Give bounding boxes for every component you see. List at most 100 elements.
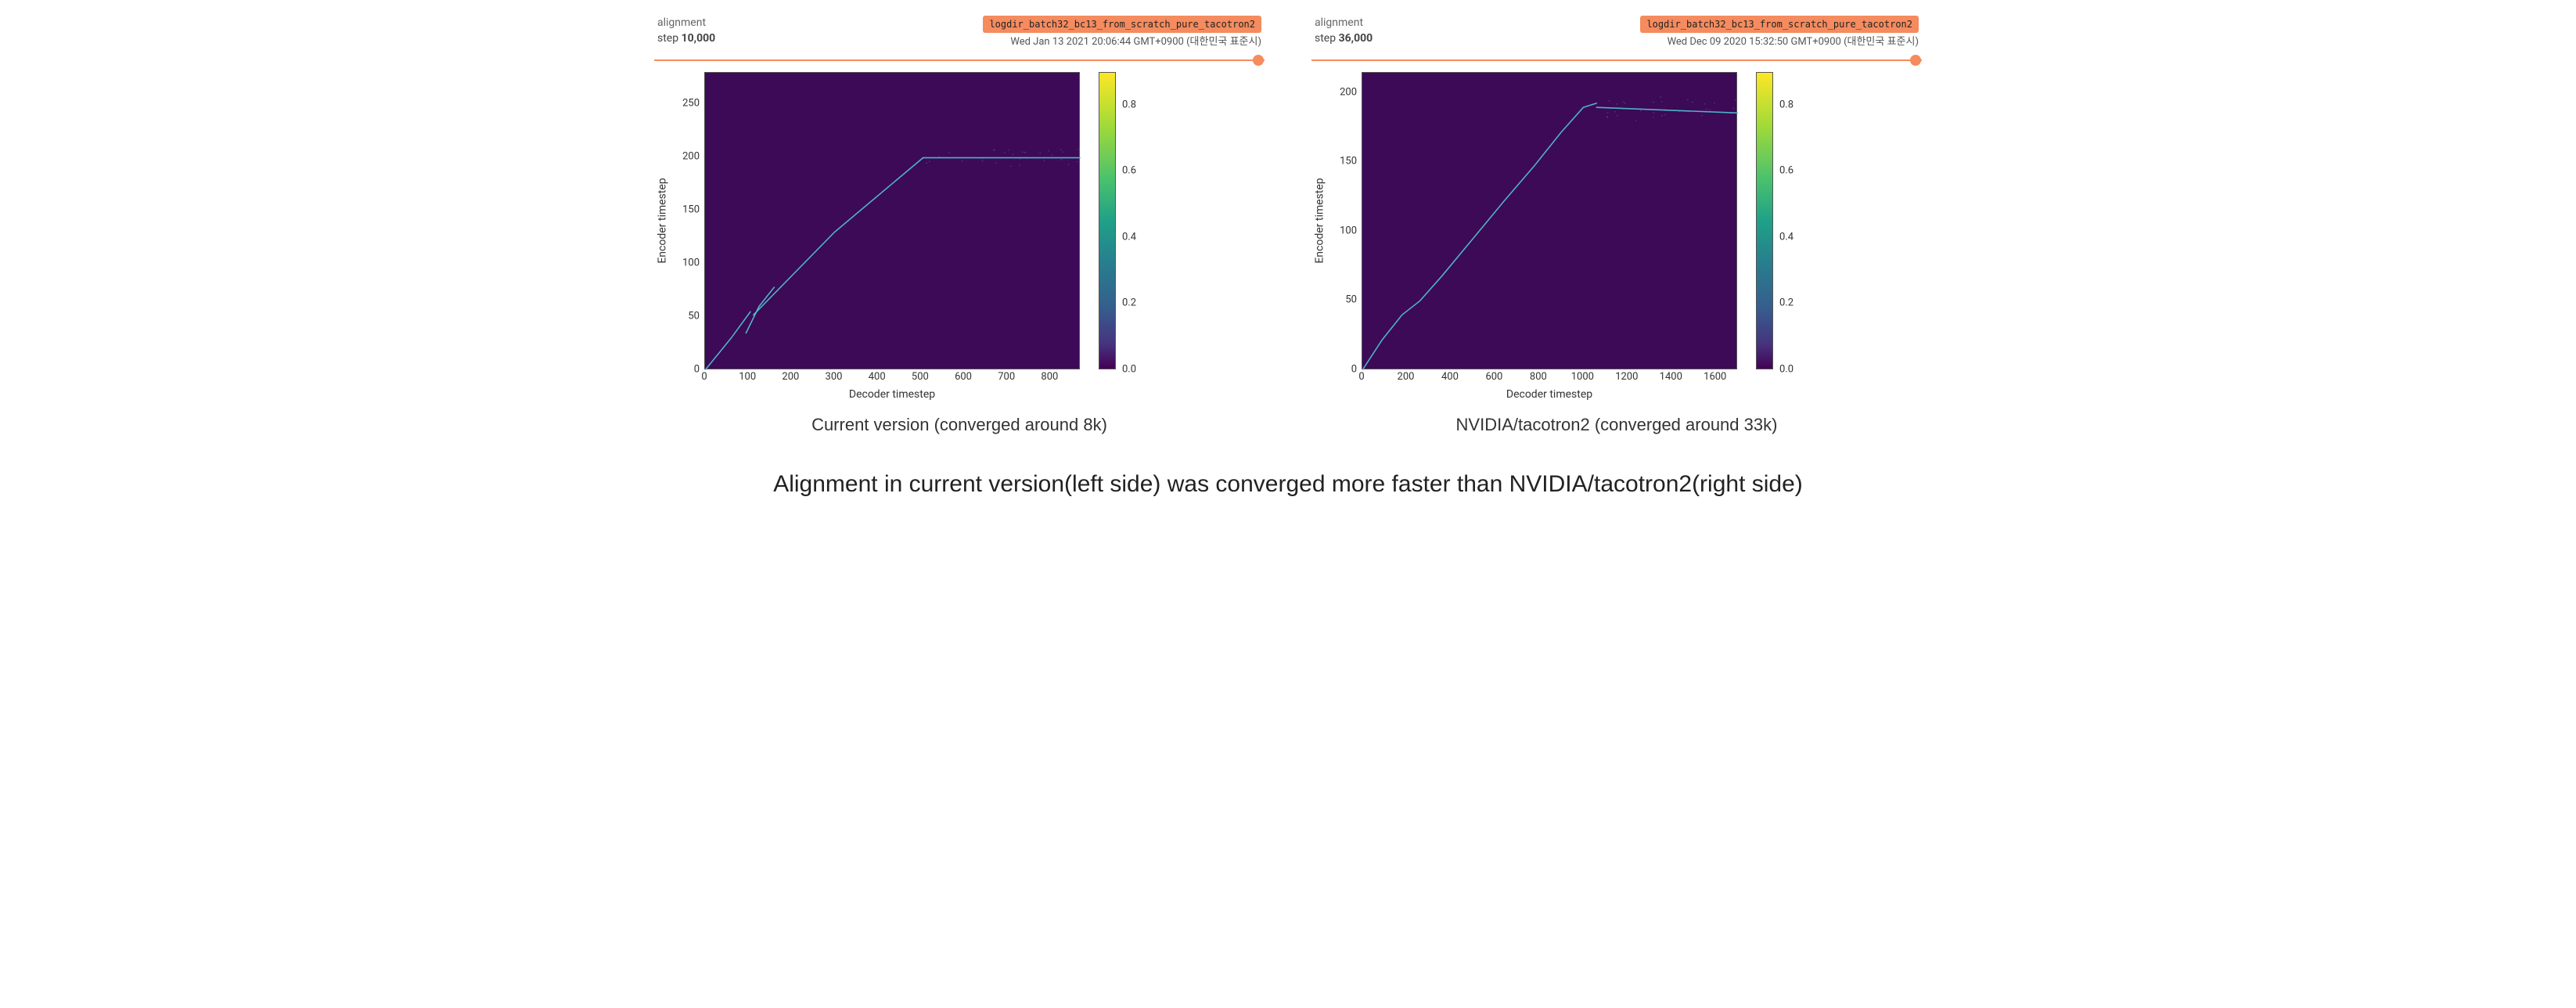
- colorbar-tick: 0.0: [1122, 363, 1136, 375]
- noise-dot: [926, 162, 927, 164]
- noise-dot: [1060, 149, 1062, 150]
- noise-dot: [1623, 101, 1624, 103]
- noise-dot: [962, 160, 963, 161]
- ytick: 250: [682, 98, 700, 110]
- colorbar-tick: 0.2: [1779, 297, 1793, 309]
- colorbar-tick: 0.4: [1779, 231, 1793, 243]
- alignment-label: alignment: [657, 16, 715, 31]
- colorbar-tick: 0.6: [1122, 165, 1136, 177]
- alignment-stroke: [1596, 107, 1738, 113]
- colorbar-tick: 0.6: [1779, 165, 1793, 177]
- noise-dot: [1010, 165, 1012, 167]
- xtick: 0: [1358, 371, 1364, 383]
- ytick: 100: [682, 257, 700, 268]
- noise-dot: [995, 162, 997, 164]
- noise-dot: [1008, 149, 1009, 151]
- ytick: 200: [1340, 87, 1357, 99]
- alignment-stroke: [746, 287, 774, 333]
- noise-dot: [1733, 107, 1735, 109]
- x-axis-ticks: 02004006008001000120014001600: [1362, 369, 1737, 383]
- noise-dot: [1609, 99, 1610, 101]
- run-tag-badge: logdir_batch32_bc13_from_scratch_pure_ta…: [1640, 16, 1919, 33]
- noise-dot: [1714, 102, 1715, 103]
- ytick: 50: [688, 310, 700, 322]
- colorbar-gradient: [1756, 72, 1773, 369]
- ytick: 100: [1340, 225, 1357, 236]
- ytick: 0: [1351, 363, 1357, 375]
- noise-dot: [1692, 101, 1693, 103]
- noise-dot: [1606, 116, 1608, 117]
- ytick: 0: [694, 363, 700, 375]
- noise-dot: [1706, 108, 1707, 110]
- x-axis-ticks: 0100200300400500600700800: [704, 369, 1080, 383]
- ylabel-col: Encoder timestep: [654, 72, 671, 369]
- colorbar-tick: 0.0: [1779, 363, 1793, 375]
- colorbar-gradient: [1099, 72, 1116, 369]
- noise-dot: [1687, 99, 1689, 100]
- chart-wrap: Encoder timestep0 50 100 150 200 2500 100 200 30…: [654, 72, 1265, 401]
- colorbar: 0.00.20.40.60.8: [1099, 72, 1147, 401]
- noise-dot: [939, 156, 941, 157]
- panel-caption: NVIDIA/tacotron2 (converged around 33k): [1311, 415, 1922, 435]
- noise-dot: [1061, 159, 1063, 160]
- xtick: 600: [1485, 371, 1502, 383]
- slider-line: [654, 59, 1265, 61]
- slider-line: [1311, 59, 1922, 61]
- xtick: 700: [998, 371, 1015, 383]
- step-value: 36,000: [1339, 32, 1373, 45]
- xtick: 1400: [1660, 371, 1682, 383]
- step-prefix: step: [1315, 32, 1339, 45]
- y-axis-label: Encoder timestep: [1314, 178, 1326, 263]
- noise-dot: [1640, 110, 1642, 111]
- xtick: 800: [1041, 371, 1058, 383]
- step-slider[interactable]: [654, 53, 1265, 67]
- alignment-heatmap: [1362, 72, 1737, 369]
- alignment-stroke: [1362, 103, 1596, 369]
- xtick: 1200: [1615, 371, 1638, 383]
- step-line: step 10,000: [657, 31, 715, 47]
- slider-thumb[interactable]: [1253, 55, 1264, 66]
- noise-dot: [1078, 149, 1079, 150]
- timestamp: Wed Jan 13 2021 20:06:44 GMT+0900 (대한민국 …: [1010, 36, 1261, 48]
- step-slider[interactable]: [1311, 53, 1922, 67]
- y-axis-ticks: 0 50 100 150 200 250: [671, 72, 704, 401]
- panel-nvidia: alignmentstep 36,000 logdir_batch32_bc13_…: [1311, 16, 1922, 435]
- xtick: 0: [701, 371, 707, 383]
- colorbar-ticks: 0.00.20.40.60.8: [1779, 72, 1804, 369]
- step-value: 10,000: [682, 32, 716, 45]
- noise-dot: [1025, 151, 1027, 153]
- slider-thumb[interactable]: [1910, 55, 1921, 66]
- ytick: 150: [682, 203, 700, 215]
- noise-dot: [1044, 160, 1045, 161]
- xtick: 1600: [1704, 371, 1726, 383]
- timestamp: Wed Dec 09 2020 15:32:50 GMT+0900 (대한민국 …: [1668, 36, 1919, 48]
- alignment-heatmap: [704, 72, 1080, 369]
- noise-dot: [1661, 114, 1663, 116]
- colorbar-ticks: 0.00.20.40.60.8: [1122, 72, 1147, 369]
- xtick: 100: [739, 371, 756, 383]
- noise-dot: [1607, 112, 1609, 113]
- xtick: 300: [826, 371, 843, 383]
- noise-dot: [1624, 102, 1626, 103]
- noise-dot: [1735, 99, 1736, 101]
- panel-header-right: logdir_batch32_bc13_from_scratch_pure_ta…: [1640, 16, 1919, 50]
- noise-dot: [1024, 152, 1025, 153]
- y-axis-ticks: 050100150200: [1329, 72, 1362, 401]
- plot-column: 0100200300400500600700800Decoder timeste…: [704, 72, 1080, 401]
- ylabel-col: Encoder timestep: [1311, 72, 1329, 369]
- panel-header-left: alignmentstep 36,000: [1315, 16, 1373, 46]
- noise-dot: [1664, 113, 1666, 115]
- noise-dot: [1614, 110, 1616, 112]
- panel-header-right: logdir_batch32_bc13_from_scratch_pure_ta…: [983, 16, 1261, 50]
- plot-column: 02004006008001000120014001600Decoder tim…: [1362, 72, 1737, 401]
- xtick: 200: [1398, 371, 1415, 383]
- noise-dot: [1661, 100, 1663, 102]
- ytick: 50: [1345, 294, 1357, 306]
- panel-caption: Current version (converged around 8k): [654, 415, 1265, 435]
- noise-dot: [1653, 112, 1654, 113]
- run-tag-badge: logdir_batch32_bc13_from_scratch_pure_ta…: [983, 16, 1261, 33]
- noise-dot: [1039, 152, 1041, 153]
- noise-dot: [1004, 151, 1006, 153]
- panel-header: alignmentstep 36,000 logdir_batch32_bc13_…: [1311, 16, 1922, 50]
- ytick: 200: [682, 151, 700, 163]
